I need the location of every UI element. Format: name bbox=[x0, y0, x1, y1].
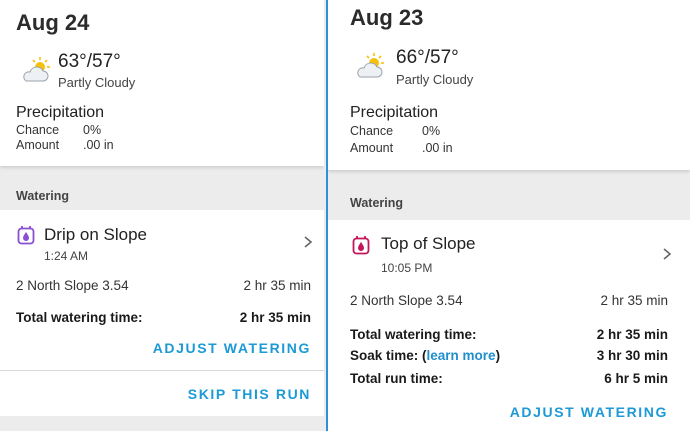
soak-time-label: Soak time: (learn more) bbox=[350, 348, 500, 363]
schedule-duration: 2 hr 35 min bbox=[243, 278, 311, 293]
temperature: 66°/57° bbox=[396, 47, 459, 68]
amount-value: .00 in bbox=[422, 141, 453, 155]
precipitation-title: Precipitation bbox=[350, 104, 439, 121]
total-run-label: Total run time: bbox=[350, 371, 443, 386]
chance-label: Chance bbox=[350, 124, 394, 138]
zone-card: Top of Slope 10:05 PM 2 North Slope 3.54… bbox=[328, 220, 690, 431]
soak-label-suffix: ) bbox=[495, 348, 501, 363]
schedule-label: 2 North Slope 3.54 bbox=[350, 293, 463, 308]
amount-value: .00 in bbox=[83, 138, 114, 152]
temperature: 63°/57° bbox=[58, 51, 121, 72]
weather-card: Aug 24 63°/57° Partly Cloudy Precipitati… bbox=[0, 0, 324, 166]
chance-value: 0% bbox=[83, 123, 102, 137]
learn-more-link[interactable]: learn more bbox=[426, 348, 496, 363]
divider bbox=[0, 370, 324, 371]
zone-name: Drip on Slope bbox=[44, 225, 148, 244]
adjust-watering-button[interactable]: ADJUST WATERING bbox=[152, 340, 311, 356]
soak-time-value: 3 hr 30 min bbox=[596, 348, 668, 363]
chance-value: 0% bbox=[422, 124, 441, 138]
schedule-duration: 2 hr 35 min bbox=[600, 293, 668, 308]
partly-cloudy-icon bbox=[23, 57, 50, 82]
precipitation-title: Precipitation bbox=[16, 104, 105, 121]
adjust-watering-button[interactable]: ADJUST WATERING bbox=[509, 404, 668, 420]
amount-label: Amount bbox=[350, 141, 394, 155]
date-heading: Aug 24 bbox=[16, 10, 90, 35]
watering-section-header: Watering bbox=[350, 196, 404, 210]
partly-cloudy-icon bbox=[357, 53, 384, 78]
weather-condition: Partly Cloudy bbox=[396, 72, 474, 87]
watering-section-header: Watering bbox=[16, 189, 70, 203]
skip-this-run-button[interactable]: SKIP THIS RUN bbox=[187, 386, 311, 402]
day-panel-aug-23: Aug 23 66°/57° Partly Cloudy Precipitati… bbox=[326, 0, 690, 431]
date-heading: Aug 23 bbox=[350, 5, 424, 30]
weather-card: Aug 23 66°/57° Partly Cloudy Precipitati… bbox=[328, 0, 690, 170]
zone-name: Top of Slope bbox=[381, 234, 476, 253]
schedule-label: 2 North Slope 3.54 bbox=[16, 278, 129, 293]
zone-card: Drip on Slope 1:24 AM 2 North Slope 3.54… bbox=[0, 210, 324, 416]
soak-label-prefix: Soak time: ( bbox=[350, 348, 427, 363]
total-watering-label: Total watering time: bbox=[16, 310, 143, 325]
amount-label: Amount bbox=[16, 138, 60, 152]
total-watering-value: 2 hr 35 min bbox=[596, 327, 668, 342]
total-watering-label: Total watering time: bbox=[350, 327, 477, 342]
total-watering-value: 2 hr 35 min bbox=[239, 310, 311, 325]
day-panel-aug-24: Aug 24 63°/57° Partly Cloudy Precipitati… bbox=[0, 0, 324, 431]
zone-start-time: 10:05 PM bbox=[381, 261, 433, 275]
zone-start-time: 1:24 AM bbox=[44, 249, 89, 263]
total-run-value: 6 hr 5 min bbox=[604, 371, 668, 386]
drip-timer-icon bbox=[352, 236, 370, 255]
zone-row[interactable]: Drip on Slope 1:24 AM bbox=[0, 210, 324, 270]
chevron-right-icon bbox=[663, 248, 672, 260]
weather-condition: Partly Cloudy bbox=[58, 75, 136, 90]
drip-timer-icon bbox=[17, 226, 35, 245]
zone-row[interactable]: Top of Slope 10:05 PM bbox=[328, 220, 690, 284]
chevron-right-icon bbox=[304, 236, 313, 248]
chance-label: Chance bbox=[16, 123, 60, 137]
